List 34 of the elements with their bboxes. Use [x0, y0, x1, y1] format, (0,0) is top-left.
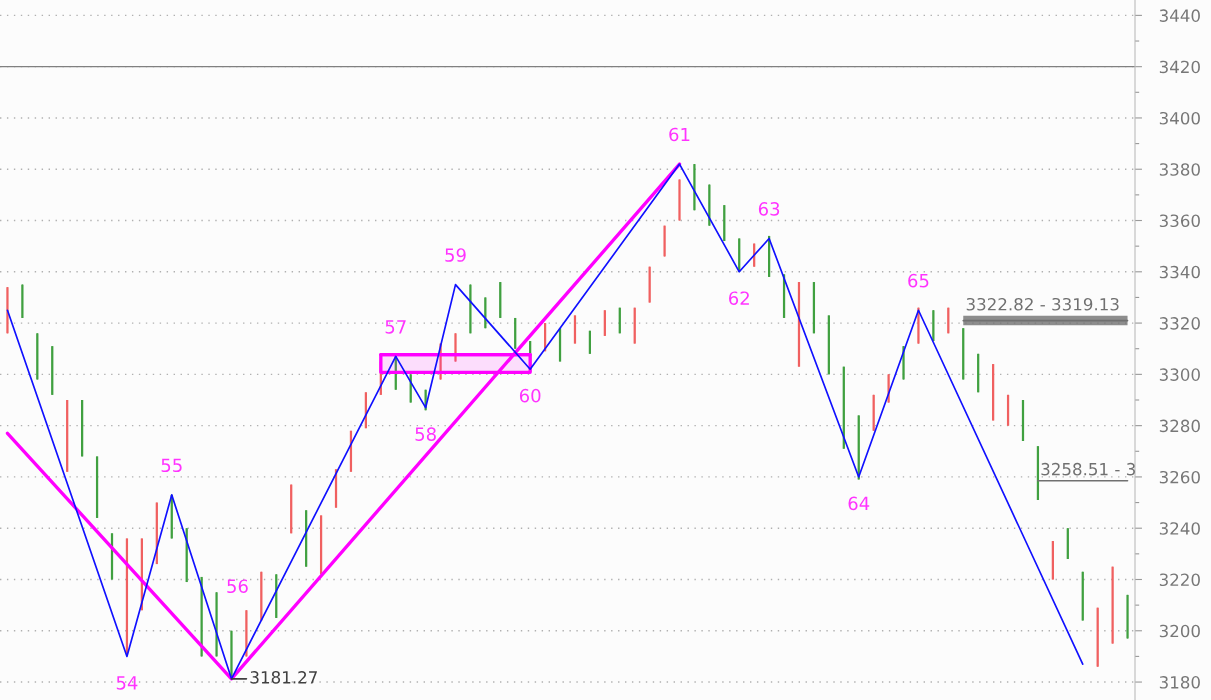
annotation: 60	[519, 388, 541, 403]
candlestick	[6, 286, 9, 334]
series-label: 3181.27	[250, 671, 317, 684]
candlestick	[1126, 594, 1129, 640]
series-label: 3322.82 - 3319.13	[966, 297, 1119, 311]
candlestick	[902, 345, 905, 381]
y-tick-label: 3200	[1159, 624, 1200, 638]
annotation: 63	[758, 202, 780, 216]
y-tick-label: 3340	[1159, 265, 1200, 279]
annotation: 55	[161, 458, 182, 473]
y-tick-label: 3220	[1159, 573, 1200, 587]
y-tick-label: 3400	[1159, 111, 1200, 125]
candlestick	[678, 178, 681, 222]
annotation: 58	[415, 427, 436, 441]
series-label: 3258.51 - 3	[1041, 462, 1135, 476]
annotation: 54	[116, 676, 138, 690]
y-tick-label: 3240	[1159, 522, 1200, 535]
annotation: 56	[227, 579, 248, 594]
y-tick-label: 3300	[1159, 368, 1200, 381]
y-tick-label: 3440	[1159, 9, 1200, 22]
annotation: 57	[385, 320, 406, 334]
y-tick-label: 3420	[1159, 60, 1200, 74]
annotation: 64	[848, 496, 870, 511]
annotation: 65	[908, 273, 929, 288]
annotation: 62	[729, 291, 749, 306]
y-tick-label: 3260	[1159, 470, 1200, 484]
y-tick-label: 3320	[1159, 317, 1200, 330]
annotation: 61	[669, 127, 690, 142]
y-tick-label: 3380	[1159, 163, 1200, 176]
annotation: 59	[445, 248, 466, 262]
y-tick-label: 3360	[1159, 214, 1200, 228]
y-tick-label: 3180	[1159, 676, 1200, 689]
y-tick-label: 3280	[1159, 419, 1200, 433]
candlestick	[454, 332, 457, 363]
